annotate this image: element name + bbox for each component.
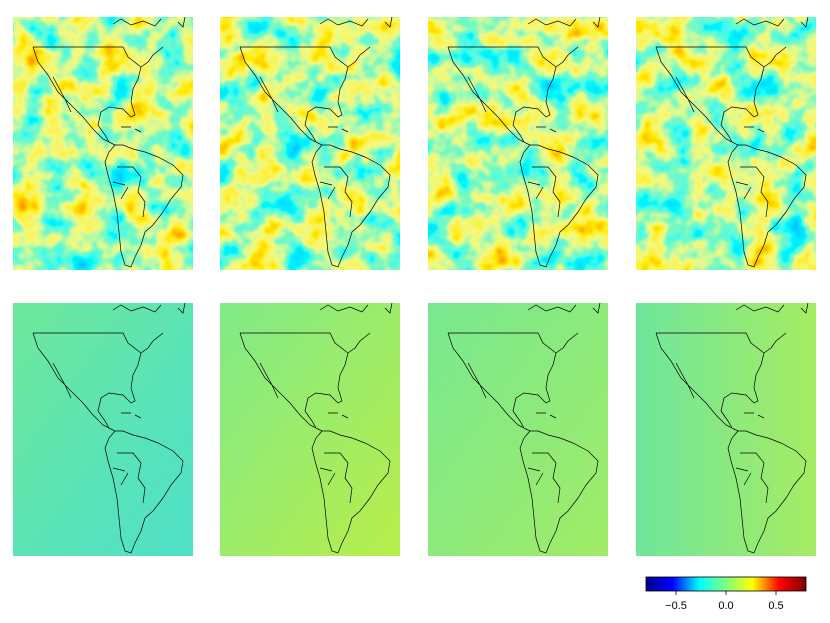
colorbar-tick-label: 0.0 bbox=[718, 600, 733, 612]
map-panel bbox=[636, 302, 816, 556]
colorbar-scale bbox=[645, 576, 807, 592]
colorbar: −0.5 0.0 0.5 bbox=[645, 576, 807, 612]
map-panel bbox=[220, 302, 400, 556]
field bbox=[428, 303, 608, 556]
map-panel bbox=[220, 16, 400, 270]
field bbox=[428, 17, 608, 270]
map-panel bbox=[428, 302, 608, 556]
map-panel bbox=[428, 16, 608, 270]
field bbox=[13, 17, 193, 270]
map-panel bbox=[636, 16, 816, 270]
field bbox=[220, 17, 400, 270]
field bbox=[13, 303, 193, 556]
colorbar-tick-label: −0.5 bbox=[665, 600, 687, 612]
map-panel bbox=[13, 16, 193, 270]
field bbox=[220, 303, 400, 556]
field bbox=[636, 303, 816, 556]
map-panel bbox=[13, 302, 193, 556]
map-panels bbox=[13, 16, 816, 556]
colorbar-tick-label: 0.5 bbox=[768, 600, 783, 612]
field bbox=[636, 17, 816, 270]
